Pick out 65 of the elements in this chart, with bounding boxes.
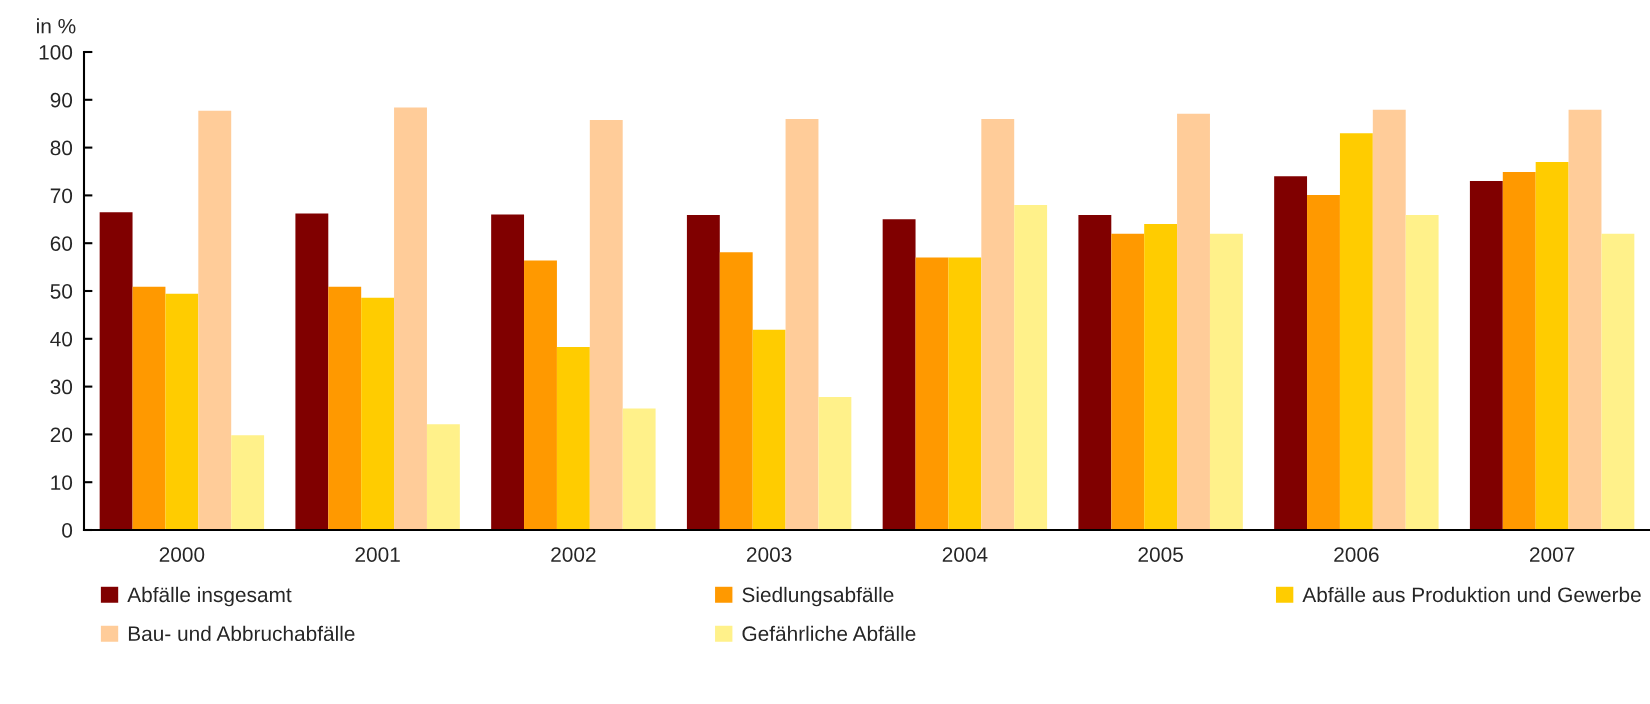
bar <box>1209 233 1243 530</box>
legend-label: Gefährliche Abfälle <box>742 625 916 642</box>
bar <box>752 329 786 530</box>
bar <box>295 213 329 530</box>
y-tick-label: 40 <box>50 331 73 347</box>
y-tick-label: 30 <box>50 379 73 395</box>
y-tick-label: 50 <box>50 284 73 299</box>
bar <box>165 293 199 530</box>
y-tick-label: 100 <box>39 45 73 60</box>
y-tick-label: 70 <box>50 188 73 204</box>
bar <box>1339 133 1373 530</box>
bar <box>198 110 232 530</box>
bar <box>99 212 133 530</box>
y-tick-label: 90 <box>50 92 73 108</box>
bar <box>589 119 623 530</box>
bar <box>1177 113 1210 530</box>
x-tick-label: 2007 <box>1530 547 1575 562</box>
bar <box>981 118 1015 530</box>
bar <box>524 260 557 530</box>
bar <box>1144 224 1178 530</box>
bar <box>1307 194 1340 530</box>
legend-label: Bau- und Abbruchabfälle <box>128 625 355 642</box>
x-tick-label: 2000 <box>159 547 205 562</box>
bar <box>686 215 720 530</box>
bar <box>1469 181 1503 530</box>
bar <box>1601 233 1635 530</box>
legend-label: Abfälle aus Produktion und Gewerbe <box>1302 586 1641 603</box>
x-tick-label: 2003 <box>747 547 792 562</box>
y-tick-label: 0 <box>62 523 73 538</box>
bar <box>491 214 525 530</box>
y-tick-label: 60 <box>50 236 73 251</box>
x-tick-label: 2004 <box>942 547 988 562</box>
legend-label: Siedlungsabfälle <box>742 586 894 607</box>
bar <box>882 219 916 530</box>
bar <box>1274 176 1308 530</box>
y-tick-label: 20 <box>50 427 73 443</box>
bar <box>785 118 819 530</box>
y-axis-title: in % <box>37 18 76 34</box>
bar <box>328 286 362 530</box>
x-tick-label: 2002 <box>551 547 596 562</box>
bar <box>915 257 949 530</box>
bar <box>818 397 852 530</box>
legend-label: Abfälle insgesamt <box>127 586 292 607</box>
bar <box>1078 215 1112 530</box>
y-tick-label: 10 <box>51 475 73 490</box>
bar <box>231 435 265 530</box>
bar <box>132 286 166 530</box>
bar <box>394 107 427 530</box>
bar <box>556 346 590 530</box>
bar <box>1111 233 1145 530</box>
bar <box>1502 171 1536 530</box>
bar <box>948 257 982 530</box>
bar <box>1535 161 1569 530</box>
x-tick-label: 2006 <box>1334 547 1379 562</box>
bar <box>1014 204 1048 530</box>
bar <box>426 424 460 530</box>
bar <box>1405 215 1439 530</box>
bar <box>361 297 395 530</box>
x-tick-label: 2005 <box>1138 547 1183 562</box>
y-tick-label: 80 <box>50 140 73 156</box>
bar <box>622 408 656 530</box>
x-tick-label: 2001 <box>355 547 400 562</box>
bar <box>719 252 753 530</box>
bar <box>1568 109 1602 530</box>
bar <box>1372 109 1406 530</box>
